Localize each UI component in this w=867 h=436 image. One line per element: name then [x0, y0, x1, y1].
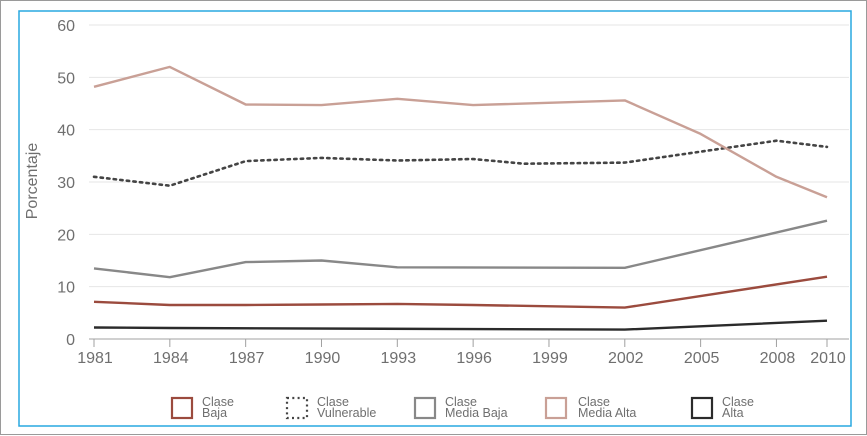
- y-tick-label: 30: [57, 175, 75, 192]
- legend-label: Clase: [722, 395, 754, 409]
- axes: 0 10 20 30 40 50 60 1981 1984 1987 1990 1993 1996 199…: [57, 18, 849, 367]
- x-tick-label: 2002: [608, 350, 644, 367]
- legend-label: Media Baja: [445, 406, 508, 420]
- legend-label: Clase: [202, 395, 234, 409]
- legend-swatch: [285, 396, 309, 420]
- y-tick-label: 60: [57, 18, 75, 35]
- y-axis-title: Porcentaje: [24, 143, 41, 220]
- legend-swatch: [544, 396, 568, 420]
- series-line-clase-alta: [93, 319, 828, 331]
- y-tick-label: 0: [66, 332, 75, 349]
- y-tick-label: 40: [57, 123, 75, 140]
- legend-label: Vulnerable: [317, 406, 376, 420]
- x-tick-label: 2008: [760, 350, 796, 367]
- series-line-clase-baja: [93, 275, 828, 309]
- x-tick-label: 2005: [684, 350, 720, 367]
- series-line-clase-vulnerable: [92, 139, 829, 187]
- legend-swatch: [690, 396, 714, 420]
- series-line-clase-media-baja: [93, 219, 828, 279]
- x-tick-label: 1996: [456, 350, 492, 367]
- x-tick-label: 1999: [532, 350, 568, 367]
- y-tick-label: 20: [57, 227, 75, 244]
- legend-label: Clase: [445, 395, 477, 409]
- x-tick-label: 1987: [229, 350, 265, 367]
- legend-label: Alta: [722, 406, 744, 420]
- legend-swatch: [170, 396, 194, 420]
- legend-label: Clase: [317, 395, 349, 409]
- series-line-clase-media-alta: [93, 65, 828, 199]
- x-tick-label: 1984: [153, 350, 189, 367]
- legend-swatch: [413, 396, 437, 420]
- y-tick-label: 10: [57, 280, 75, 297]
- legend-label: Baja: [202, 406, 227, 420]
- x-tick-label: 1981: [77, 350, 113, 367]
- legend-label: Media Alta: [578, 406, 636, 420]
- x-tick-label: 2010: [810, 350, 846, 367]
- x-tick-label: 1990: [305, 350, 341, 367]
- y-tick-label: 50: [57, 70, 75, 87]
- series-layer: [92, 65, 829, 331]
- plot-border: [18, 10, 852, 427]
- legend-label: Clase: [578, 395, 610, 409]
- x-tick-label: 1993: [381, 350, 417, 367]
- grid-lines: [89, 24, 849, 288]
